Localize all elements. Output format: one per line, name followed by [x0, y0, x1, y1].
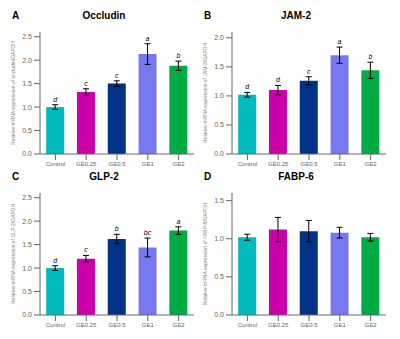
svg-text:c: c	[84, 246, 88, 253]
svg-text:b: b	[176, 52, 180, 59]
svg-text:GE0.25: GE0.25	[76, 161, 97, 167]
svg-text:2.5: 2.5	[22, 33, 32, 40]
svg-text:1.5: 1.5	[22, 80, 32, 87]
svg-text:GE1: GE1	[334, 161, 347, 167]
svg-text:0.5: 0.5	[214, 121, 224, 128]
html-text:GLP-2: GLP-2	[89, 171, 119, 182]
svg-text:GE0.25: GE0.25	[268, 322, 289, 328]
svg-text:2.5: 2.5	[22, 194, 32, 201]
svg-text:0.5: 0.5	[22, 288, 32, 295]
html-text:B: B	[204, 10, 212, 21]
svg-text:d: d	[53, 257, 58, 264]
svg-text:1.5: 1.5	[214, 63, 224, 70]
svg-text:Control: Control	[238, 161, 257, 167]
html-text:Occludin: Occludin	[82, 10, 126, 21]
svg-text:GE2: GE2	[365, 161, 378, 167]
svg-text:Relative mRNA expression of oc: Relative mRNA expression of occludin/GAP…	[10, 41, 16, 145]
svg-text:GE2: GE2	[365, 322, 378, 328]
html-text:A: A	[12, 10, 20, 21]
svg-text:Relative mRNA expression of JA: Relative mRNA expression of JAM-2/GAPDH	[202, 43, 208, 143]
svg-text:Relative mRNA expression of FA: Relative mRNA expression of FABP-6/GAPDH	[202, 202, 208, 305]
svg-text:GE2: GE2	[173, 161, 186, 167]
svg-text:GE0.25: GE0.25	[268, 161, 289, 167]
svg-text:GE0.5: GE0.5	[300, 322, 318, 328]
svg-text:Control: Control	[46, 161, 65, 167]
svg-text:a: a	[146, 35, 150, 42]
svg-text:2.0: 2.0	[22, 218, 32, 225]
svg-text:c: c	[115, 72, 119, 79]
svg-text:b: b	[368, 53, 372, 60]
svg-text:GE1: GE1	[142, 161, 155, 167]
html-text:FABP-6: FABP-6	[278, 171, 314, 182]
svg-text:0.0: 0.0	[22, 311, 32, 318]
svg-text:GE0.25: GE0.25	[76, 322, 97, 328]
svg-text:1.5: 1.5	[214, 197, 224, 204]
svg-text:c: c	[307, 68, 311, 75]
svg-text:0.0: 0.0	[214, 150, 224, 157]
svg-text:1.0: 1.0	[22, 104, 32, 111]
svg-text:GE0.5: GE0.5	[300, 161, 318, 167]
svg-text:GE1: GE1	[142, 322, 155, 328]
svg-text:b: b	[115, 225, 119, 232]
svg-text:2.0: 2.0	[22, 57, 32, 64]
svg-text:bc: bc	[144, 229, 152, 236]
svg-text:Relative mRNA expression of GL: Relative mRNA expression of GLP-2/GAPDH	[10, 204, 16, 304]
svg-text:d: d	[245, 83, 250, 90]
svg-text:1.0: 1.0	[214, 92, 224, 99]
svg-text:0.0: 0.0	[214, 311, 224, 318]
svg-text:d: d	[53, 96, 58, 103]
svg-text:0.5: 0.5	[214, 273, 224, 280]
svg-text:0.5: 0.5	[22, 127, 32, 134]
svg-text:1.5: 1.5	[22, 241, 32, 248]
svg-text:c: c	[84, 80, 88, 87]
svg-text:Control: Control	[238, 322, 257, 328]
svg-text:1.0: 1.0	[22, 265, 32, 272]
svg-text:2.0: 2.0	[214, 34, 224, 41]
svg-text:0.0: 0.0	[22, 150, 32, 157]
svg-text:GE0.5: GE0.5	[108, 161, 126, 167]
html-text:JAM-2: JAM-2	[281, 10, 311, 21]
svg-text:Control: Control	[46, 322, 65, 328]
svg-text:a: a	[176, 218, 180, 225]
svg-text:GE0.5: GE0.5	[108, 322, 126, 328]
html-text:C: C	[12, 171, 20, 182]
svg-text:GE2: GE2	[173, 322, 186, 328]
svg-text:1.0: 1.0	[214, 235, 224, 242]
svg-text:d: d	[276, 76, 281, 83]
svg-text:a: a	[338, 38, 342, 45]
html-text:D: D	[204, 171, 212, 182]
svg-text:GE1: GE1	[334, 322, 347, 328]
